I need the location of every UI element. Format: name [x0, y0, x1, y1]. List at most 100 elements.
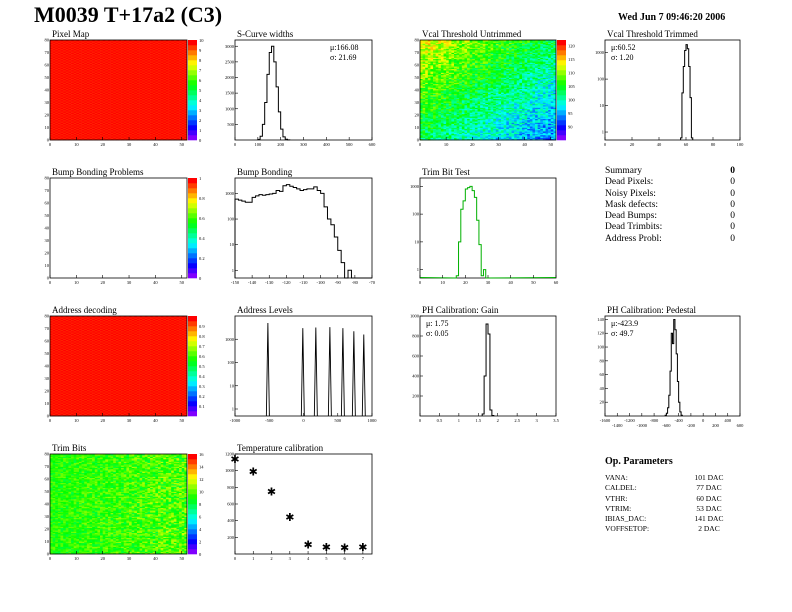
heatmap-cell: [102, 73, 106, 76]
heatmap-cell: [97, 71, 101, 73]
heatmap-cell: [55, 48, 59, 51]
heatmap-cell: [136, 111, 140, 113]
heatmap-cell: [68, 63, 72, 66]
heatmap-cell: [150, 107, 154, 110]
heatmap-cell: [81, 60, 85, 62]
y-tick-label: 10: [45, 125, 50, 130]
heatmap-cell: [81, 96, 85, 98]
heatmap-cell: [438, 121, 442, 123]
heatmap-cell: [155, 61, 159, 63]
heatmap-cell: [107, 106, 111, 108]
heatmap-cell: [126, 107, 130, 110]
heatmap-cell: [68, 107, 72, 110]
heatmap-cell: [160, 107, 164, 110]
heatmap-cell: [121, 135, 125, 137]
heatmap-cell: [427, 78, 431, 81]
heatmap-cell: [176, 67, 180, 70]
heatmap-cell: [71, 115, 75, 117]
heatmap-cell: [420, 71, 423, 73]
heatmap-cell: [121, 90, 125, 92]
heatmap-cell: [110, 80, 114, 82]
heatmap-cell: [420, 66, 423, 68]
heatmap-cell: [443, 107, 447, 110]
heatmap-cell: [55, 127, 59, 130]
heatmap-cell: [92, 130, 96, 132]
heatmap-cell: [84, 76, 88, 78]
heatmap-cell: [84, 97, 88, 100]
heatmap-cell: [123, 128, 127, 131]
heatmap-cell: [84, 105, 88, 107]
heatmap-cell: [443, 123, 447, 126]
heatmap-cell: [126, 110, 130, 112]
heatmap-cell: [435, 43, 439, 46]
heatmap-cell: [438, 87, 442, 90]
heatmap-cell: [440, 96, 444, 98]
heatmap-cell: [179, 78, 183, 81]
heatmap-cell: [136, 136, 140, 138]
heatmap-cell: [422, 62, 426, 65]
heatmap-cell: [113, 126, 117, 128]
heatmap-cell: [97, 82, 101, 85]
heatmap-cell: [118, 77, 122, 80]
heatmap-cell: [92, 77, 96, 80]
heatmap-cell: [68, 96, 72, 98]
heatmap-cell: [160, 85, 164, 87]
heatmap-cell: [76, 50, 80, 52]
heatmap-cell: [155, 87, 159, 90]
heatmap-cell: [86, 51, 90, 53]
heatmap-cell: [179, 45, 183, 47]
heatmap-cell: [134, 101, 138, 103]
heatmap-cell: [422, 85, 426, 87]
heatmap-cell: [84, 71, 88, 73]
heatmap-cell: [158, 112, 161, 115]
heatmap-cell: [57, 127, 61, 130]
heatmap-cell: [131, 60, 135, 62]
heatmap-cell: [438, 46, 442, 48]
heatmap-cell: [131, 70, 135, 72]
heatmap-cell: [131, 96, 135, 98]
heatmap-cell: [89, 46, 93, 48]
heatmap-cell: [81, 56, 85, 58]
heatmap-cell: [150, 66, 154, 68]
heatmap-cell: [52, 111, 56, 113]
heatmap-cell: [425, 96, 429, 98]
heatmap-cell: [60, 58, 64, 61]
heatmap-cell: [155, 122, 159, 125]
heatmap-cell: [168, 117, 172, 120]
heatmap-cell: [50, 91, 53, 93]
heatmap-cell: [430, 127, 434, 130]
heatmap-cell: [173, 56, 177, 58]
heatmap-cell: [142, 135, 146, 137]
heatmap-cell: [89, 98, 93, 101]
heatmap-cell: [60, 108, 64, 111]
heatmap-cell: [100, 130, 103, 132]
heatmap-cell: [115, 118, 119, 121]
heatmap-cell: [131, 66, 135, 68]
heatmap-cell: [425, 83, 429, 86]
heatmap-cell: [86, 76, 90, 78]
heatmap-cell: [139, 102, 143, 105]
heatmap-cell: [63, 52, 67, 55]
heatmap-cell: [184, 46, 188, 48]
heatmap-cell: [105, 132, 109, 135]
heatmap-cell: [131, 75, 135, 77]
heatmap-cell: [139, 115, 143, 117]
heatmap-cell: [150, 100, 154, 102]
heatmap-cell: [433, 92, 436, 95]
heatmap-cell: [150, 88, 154, 91]
heatmap-cell: [179, 68, 183, 71]
heatmap-cell: [76, 131, 80, 133]
heatmap-cell: [107, 81, 111, 83]
heatmap-cell: [115, 93, 119, 96]
heatmap-cell: [97, 130, 101, 132]
heatmap-cell: [173, 118, 177, 121]
heatmap-cell: [430, 61, 434, 63]
heatmap-cell: [438, 122, 442, 125]
heatmap-cell: [105, 52, 109, 55]
heatmap-cell: [123, 123, 127, 126]
heatmap-cell: [171, 46, 175, 48]
heatmap-cell: [435, 110, 439, 112]
heatmap-cell: [126, 51, 130, 53]
heatmap-cell: [110, 108, 114, 111]
heatmap-cell: [84, 108, 88, 111]
